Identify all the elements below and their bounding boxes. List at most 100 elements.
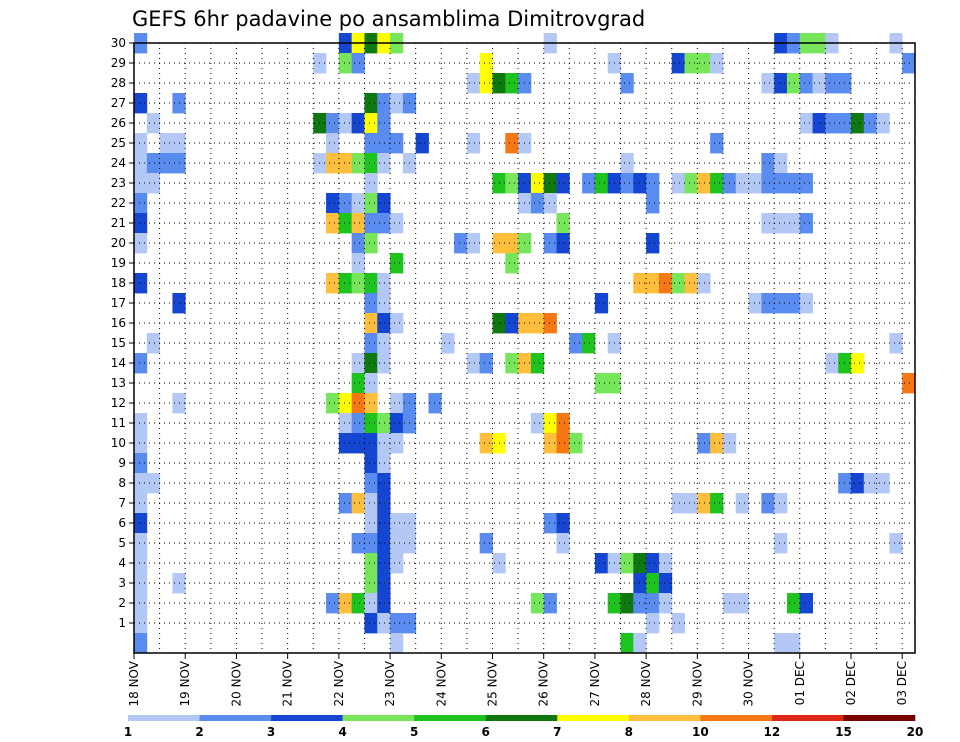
heatmap-cell — [351, 213, 365, 234]
colorbar-segment — [414, 715, 487, 721]
heatmap-cell — [134, 453, 148, 474]
heatmap-cell — [543, 313, 557, 334]
heatmap-cell — [620, 73, 634, 94]
x-tick-label: 01 DEC — [793, 661, 807, 705]
heatmap-cell — [786, 593, 801, 614]
colorbar-label: 8 — [625, 725, 633, 739]
heatmap-cell — [146, 473, 161, 494]
heatmap-cell — [594, 553, 609, 574]
heatmap-cell — [351, 233, 365, 254]
heatmap-cell — [390, 553, 404, 574]
heatmap-cell — [761, 173, 775, 194]
heatmap-cell — [710, 133, 724, 154]
y-tick-label: 22 — [111, 196, 126, 210]
heatmap-cell — [646, 193, 660, 214]
heatmap-cell — [671, 53, 685, 74]
heatmap-cell — [364, 453, 378, 474]
heatmap-cell — [543, 513, 557, 534]
heatmap-cell — [377, 473, 391, 494]
heatmap-cell — [364, 413, 378, 434]
heatmap-cell — [825, 353, 839, 374]
heatmap-cell — [351, 153, 365, 174]
heatmap-cell — [326, 213, 340, 234]
colorbar-label: 12 — [764, 725, 781, 739]
heatmap-cell — [134, 513, 148, 534]
heatmap-cell — [351, 53, 365, 74]
heatmap-cell — [326, 593, 340, 614]
heatmap-cell — [146, 333, 161, 354]
heatmap-cell — [530, 313, 545, 334]
heatmap-cell — [697, 273, 711, 294]
heatmap-cell — [351, 393, 365, 414]
heatmap-cell — [543, 193, 557, 214]
x-tick-label: 03 DEC — [895, 661, 909, 705]
heatmap-cell — [684, 173, 698, 194]
y-tick-label: 28 — [111, 76, 126, 90]
y-tick-label: 16 — [111, 316, 126, 330]
heatmap-cell — [364, 613, 378, 634]
heatmap-cell — [390, 533, 404, 554]
y-tick-label: 9 — [118, 456, 126, 470]
heatmap-cell — [390, 413, 404, 434]
heatmap-cell — [134, 553, 148, 574]
heatmap-cell — [774, 633, 788, 654]
heatmap-cell — [530, 173, 545, 194]
heatmap-cell — [620, 593, 634, 614]
heatmap-cell — [377, 533, 391, 554]
heatmap-cell — [364, 473, 378, 494]
x-tick-label: 20 NOV — [229, 660, 243, 706]
heatmap-cell — [786, 293, 801, 314]
heatmap-cell — [761, 153, 775, 174]
heatmap-cell — [351, 593, 365, 614]
y-tick-label: 29 — [111, 56, 126, 70]
x-tick-label: 19 NOV — [178, 660, 192, 706]
heatmap-cell — [697, 493, 711, 514]
heatmap-cell — [466, 133, 481, 154]
heatmap-cell — [505, 253, 519, 274]
colorbar-segment — [700, 715, 773, 721]
heatmap-cell — [377, 113, 391, 134]
heatmap-cell — [620, 633, 634, 654]
heatmap-cell — [530, 413, 545, 434]
heatmap-cell — [799, 73, 813, 94]
heatmap-cell — [134, 173, 148, 194]
colorbar-segment — [485, 715, 558, 721]
heatmap-cell — [761, 493, 775, 514]
heatmap-cell — [863, 113, 877, 134]
heatmap-cell — [134, 273, 148, 294]
heatmap-cell — [134, 413, 148, 434]
heatmap-cell — [902, 53, 916, 74]
heatmap-cell — [646, 553, 660, 574]
heatmap-cell — [134, 613, 148, 634]
heatmap-cell — [761, 73, 775, 94]
heatmap-cell — [774, 493, 788, 514]
x-tick-label: 28 NOV — [639, 660, 653, 706]
colorbar-label: 1 — [124, 725, 132, 739]
heatmap-cell — [377, 153, 391, 174]
heatmap-cell — [658, 593, 673, 614]
heatmap-cell — [530, 593, 545, 614]
heatmap-cell — [377, 513, 391, 534]
colorbar-label: 4 — [338, 725, 346, 739]
heatmap-cell — [390, 133, 404, 154]
heatmap-cell — [377, 313, 391, 334]
heatmap-cell — [774, 73, 788, 94]
heatmap-cell — [351, 533, 365, 554]
heatmap-cell — [134, 233, 148, 254]
y-tick-label: 3 — [118, 576, 126, 590]
heatmap-cell — [735, 493, 749, 514]
y-tick-label: 1 — [118, 616, 126, 630]
heatmap-cell — [863, 473, 877, 494]
y-axis: 1234567891011121314151617181920212223242… — [111, 36, 134, 630]
heatmap-cell — [364, 233, 378, 254]
heatmap-cell — [569, 433, 583, 454]
chart-title: GEFS 6hr padavine po ansamblima Dimitrov… — [132, 7, 645, 31]
heatmap-cell — [761, 293, 775, 314]
heatmap-cell — [697, 173, 711, 194]
heatmap-cell — [134, 193, 148, 214]
colorbar-segment — [271, 715, 343, 721]
heatmap-cell — [646, 273, 660, 294]
y-tick-label: 12 — [111, 396, 126, 410]
heatmap-cell — [390, 313, 404, 334]
heatmap-cell — [338, 273, 353, 294]
